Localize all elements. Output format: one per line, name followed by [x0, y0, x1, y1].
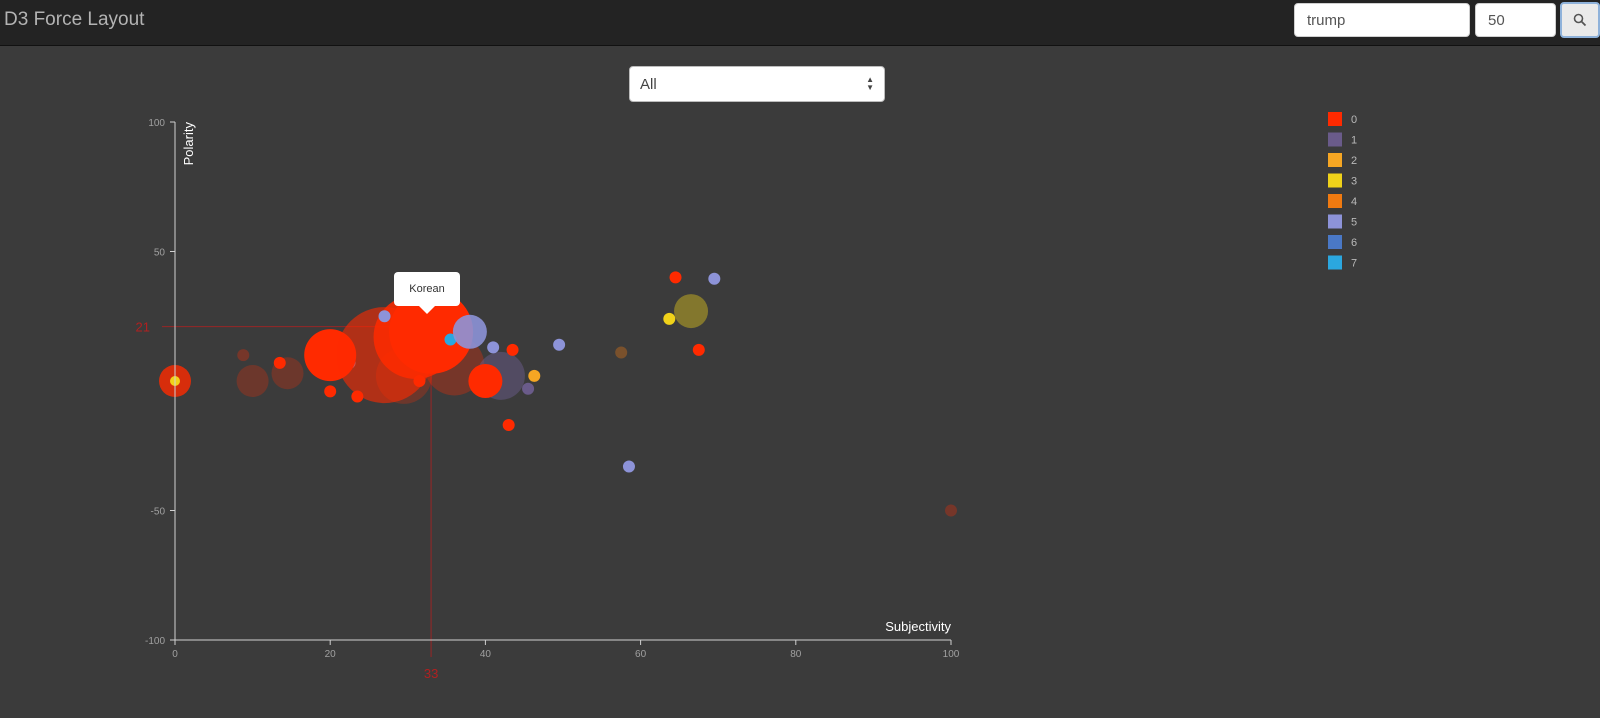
legend-swatch — [1328, 255, 1342, 270]
legend-swatch — [1328, 194, 1342, 208]
group-filter-select[interactable]: All ▲ ▼ — [629, 66, 885, 102]
x-axis-title: Subjectivity — [885, 619, 951, 634]
data-point — [663, 312, 676, 325]
data-point — [236, 365, 269, 397]
legend-swatch — [1328, 235, 1342, 249]
data-point — [237, 349, 250, 362]
data-point — [522, 382, 535, 395]
x-axis-tick-label: 80 — [790, 649, 802, 660]
top-navbar: D3 Force Layout — [0, 0, 1600, 46]
data-point — [622, 460, 635, 473]
x-axis-tick-label: 0 — [172, 649, 178, 660]
legend-swatch — [1328, 132, 1342, 147]
y-axis-tick-label: -50 — [151, 507, 166, 518]
search-button[interactable] — [1560, 2, 1600, 38]
legend-label: 6 — [1351, 237, 1357, 249]
x-axis-tick-label: 100 — [943, 649, 960, 660]
y-axis-title: Polarity — [181, 122, 196, 166]
data-point — [692, 343, 705, 356]
data-point — [487, 341, 500, 354]
data-point — [444, 333, 457, 346]
legend: 0 1 2 3 4 5 6 7 — [1328, 112, 1357, 270]
legend-swatch — [1328, 112, 1342, 126]
y-axis-tick-label: 50 — [154, 248, 166, 259]
data-point — [413, 375, 426, 387]
data-point — [945, 504, 957, 517]
app-title[interactable]: D3 Force Layout — [4, 9, 145, 30]
data-point — [468, 364, 503, 398]
data-point — [674, 294, 709, 329]
legend-label: 0 — [1351, 114, 1357, 126]
data-point — [273, 356, 286, 369]
y-axis-tick-label: -100 — [145, 636, 165, 647]
legend-swatch — [1328, 214, 1342, 229]
data-point — [378, 310, 391, 323]
x-axis-tick-label: 60 — [635, 649, 647, 660]
legend-label: 2 — [1351, 155, 1357, 167]
axes: 0 20 40 60 80 100 -100 -50 50 100 — [145, 118, 960, 660]
data-point — [324, 385, 337, 398]
legend-label: 5 — [1351, 217, 1357, 229]
search-icon — [1573, 13, 1587, 27]
y-axis-tick-label: 100 — [148, 118, 165, 129]
result-count-input[interactable] — [1475, 3, 1556, 37]
x-axis-tick-label: 40 — [480, 649, 492, 660]
data-point — [502, 419, 515, 432]
data-points — [159, 271, 957, 517]
data-point — [389, 289, 474, 374]
search-input[interactable] — [1294, 3, 1470, 37]
legend-swatch — [1328, 173, 1342, 188]
x-axis-tick-label: 20 — [325, 649, 337, 660]
legend-label: 1 — [1351, 135, 1357, 147]
data-point — [669, 271, 682, 284]
data-point — [506, 343, 519, 356]
data-point — [553, 338, 566, 351]
data-point — [452, 314, 487, 349]
data-point — [708, 272, 721, 285]
legend-swatch — [1328, 153, 1342, 167]
data-point — [615, 346, 628, 359]
data-point — [528, 369, 541, 382]
legend-label: 7 — [1351, 258, 1357, 270]
point-tooltip: Korean — [394, 272, 460, 314]
legend-label: 3 — [1351, 176, 1357, 188]
group-filter-value: All — [640, 75, 657, 93]
crosshair-y-value: 21 — [136, 320, 150, 335]
crosshair-x-value: 33 — [424, 666, 438, 681]
select-arrows-icon: ▲ ▼ — [866, 75, 874, 92]
legend-label: 4 — [1351, 196, 1357, 208]
